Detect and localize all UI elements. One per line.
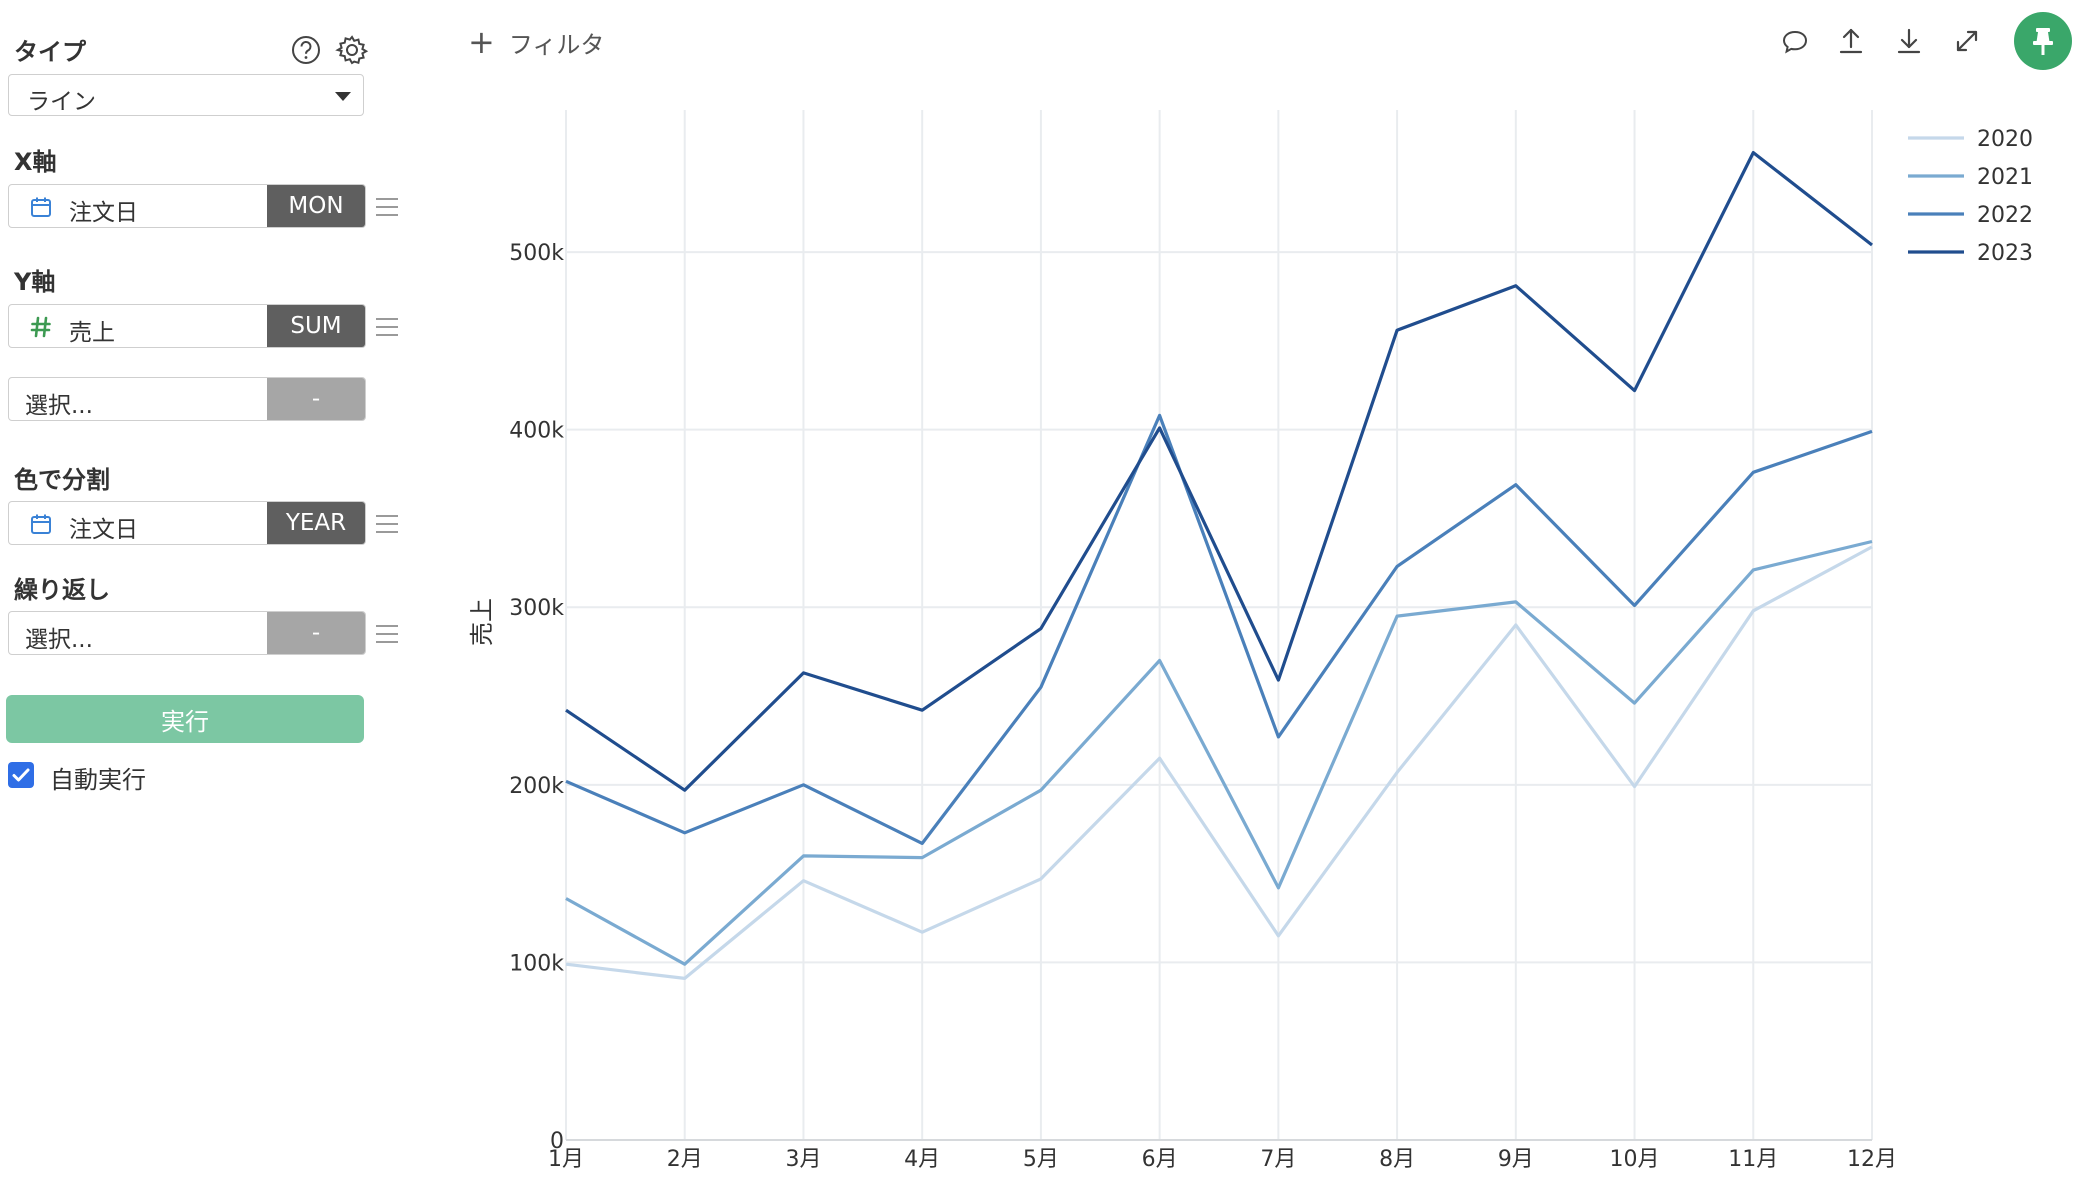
color-split-field-name: 注文日	[69, 517, 138, 543]
x-tick-label: 9月	[1498, 1147, 1534, 1172]
chart-axes: 1月 2月 3月 4月 5月 6月 7月 8月 9月 10月 11月 12月 0 100k 200k 300k…	[509, 241, 1897, 1172]
series-line-2020	[565, 545, 1873, 981]
x-axis-field[interactable]: 注文日 MON	[8, 184, 366, 228]
y-tick-label: 100k	[509, 951, 564, 976]
x-tick-label: 11月	[1728, 1147, 1778, 1172]
y-tick-label: 500k	[509, 241, 564, 266]
x-tick-label: 6月	[1142, 1147, 1178, 1172]
x-tick-label: 3月	[785, 1147, 821, 1172]
repeat-agg[interactable]: -	[267, 612, 365, 654]
add-filter-button[interactable]: + フィルタ	[468, 24, 604, 60]
add-filter-label: フィルタ	[508, 30, 605, 59]
auto-run-checkbox[interactable]	[8, 762, 34, 788]
plus-icon: +	[468, 23, 495, 61]
x-tick-label: 4月	[904, 1147, 940, 1172]
series-line-2023	[565, 151, 1873, 792]
y-axis-field-name: 売上	[69, 320, 115, 346]
repeat-menu-icon[interactable]	[376, 625, 398, 643]
y-tick-label: 400k	[509, 419, 564, 444]
x-tick-label: 2月	[667, 1147, 703, 1172]
hash-icon	[30, 316, 51, 338]
series-line-2022	[565, 413, 1873, 846]
y-tick-label: 300k	[509, 596, 564, 621]
download-icon[interactable]	[1892, 24, 1926, 58]
legend-item-2023[interactable]: 2023	[1908, 241, 2033, 266]
upload-icon[interactable]	[1834, 24, 1868, 58]
checkmark-icon	[12, 768, 30, 782]
color-split-field[interactable]: 注文日 YEAR	[8, 501, 366, 545]
y-tick-label: 0	[550, 1129, 564, 1154]
legend-label: 2020	[1977, 127, 2033, 152]
y-axis-extra-select[interactable]: 選択... -	[8, 377, 366, 421]
y-axis-extra-placeholder: 選択...	[25, 393, 93, 419]
x-tick-label: 8月	[1379, 1147, 1415, 1172]
chart-type-value: ライン	[27, 89, 96, 115]
chart-grid	[565, 110, 1873, 1140]
x-axis-agg-button[interactable]: MON	[267, 185, 365, 227]
gear-icon[interactable]	[334, 32, 370, 68]
repeat-placeholder: 選択...	[25, 627, 93, 653]
legend-label: 2023	[1977, 241, 2033, 266]
repeat-field[interactable]: 選択... -	[8, 611, 366, 655]
x-tick-label: 5月	[1023, 1147, 1059, 1172]
legend-item-2020[interactable]: 2020	[1908, 127, 2033, 152]
x-tick-label: 7月	[1260, 1147, 1296, 1172]
color-split-menu-icon[interactable]	[376, 515, 398, 533]
x-tick-label: 1月	[548, 1147, 584, 1172]
auto-run-label: 自動実行	[50, 766, 146, 794]
type-label: タイプ	[14, 38, 86, 66]
x-axis-menu-icon[interactable]	[376, 198, 398, 216]
x-axis-label: X軸	[14, 148, 57, 176]
calendar-icon	[31, 197, 51, 217]
legend-item-2021[interactable]: 2021	[1908, 165, 2033, 190]
y-axis-agg-button[interactable]: SUM	[267, 305, 365, 347]
y-axis-menu-icon[interactable]	[376, 318, 398, 336]
y-tick-label: 200k	[509, 774, 564, 799]
x-tick-label: 10月	[1610, 1147, 1660, 1172]
x-tick-label: 12月	[1847, 1147, 1897, 1172]
chart-legend[interactable]: 2020 2021 2022 2023	[1908, 127, 2033, 266]
legend-item-2022[interactable]: 2022	[1908, 203, 2033, 228]
chevron-down-icon	[335, 92, 351, 101]
color-split-label: 色で分割	[14, 466, 110, 494]
y-axis-field[interactable]: 売上 SUM	[8, 304, 366, 348]
calendar-icon	[31, 514, 51, 534]
chart-type-select[interactable]: ライン	[8, 74, 364, 116]
pin-icon	[2033, 28, 2053, 55]
x-axis-field-name: 注文日	[69, 200, 138, 226]
legend-label: 2021	[1977, 165, 2033, 190]
repeat-label: 繰り返し	[14, 576, 110, 604]
y-axis-label: Y軸	[14, 268, 56, 296]
legend-label: 2022	[1977, 203, 2033, 228]
help-icon[interactable]	[288, 32, 324, 68]
chart-config-panel: タイプ ライン X軸 注文日 MON Y軸	[0, 0, 398, 1180]
expand-icon[interactable]	[1950, 24, 1984, 58]
chart-series	[565, 151, 1873, 981]
pin-button[interactable]	[2014, 12, 2072, 70]
color-split-agg-button[interactable]: YEAR	[267, 502, 365, 544]
comment-icon[interactable]	[1778, 24, 1812, 58]
y-axis-title: 売上	[468, 598, 496, 646]
run-button[interactable]: 実行	[6, 695, 364, 743]
y-axis-extra-agg[interactable]: -	[267, 378, 365, 420]
series-line-2021	[565, 539, 1873, 966]
